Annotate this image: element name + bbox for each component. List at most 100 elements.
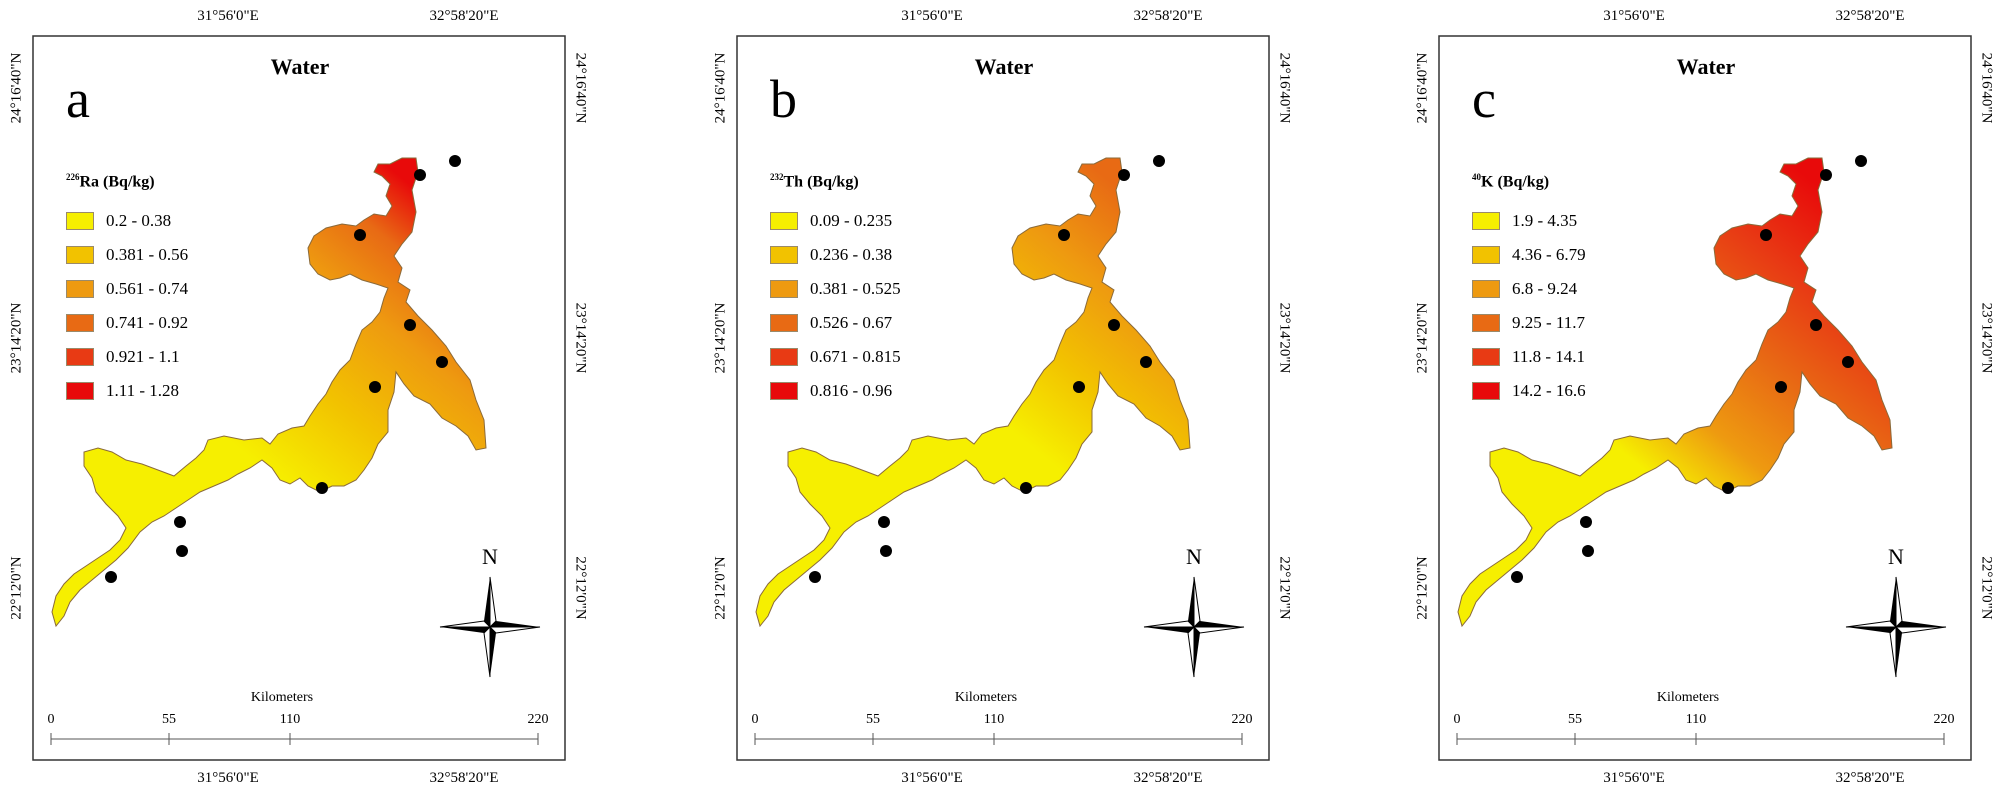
sample-points — [809, 155, 1165, 583]
legend-swatch — [1472, 246, 1500, 264]
right-coord-3: 22°12'0"N — [1276, 556, 1293, 620]
sample-point — [1820, 169, 1832, 181]
legend-label: 1.11 - 1.28 — [106, 381, 180, 400]
legend-swatch — [770, 246, 798, 264]
sample-point — [449, 155, 461, 167]
map-svg — [1438, 35, 1972, 761]
legend-swatch — [66, 280, 94, 298]
right-coord-1: 24°16'40"N — [572, 52, 589, 124]
sample-point — [878, 516, 890, 528]
legend-isotope: 40 — [1472, 172, 1481, 182]
legend-label: 9.25 - 11.7 — [1512, 313, 1586, 332]
legend-label: 0.816 - 0.96 — [810, 381, 893, 400]
left-coord-2: 23°14'20"N — [8, 302, 25, 374]
legend-swatch — [1472, 348, 1500, 366]
sample-point — [809, 571, 821, 583]
legend-label: 0.671 - 0.815 — [810, 347, 901, 366]
legend-label: 0.526 - 0.67 — [810, 313, 893, 332]
left-coord-2: 23°14'20"N — [1414, 302, 1431, 374]
sample-point — [1582, 545, 1594, 557]
scale-tick: 55 — [162, 712, 176, 727]
sample-point — [1108, 319, 1120, 331]
bottom-coord-2: 32°58'20"E — [1133, 770, 1203, 786]
legend-swatch — [66, 212, 94, 230]
sample-point — [316, 482, 328, 494]
sample-point — [354, 229, 366, 241]
scale-tick: 55 — [866, 712, 880, 727]
legend-swatch — [66, 348, 94, 366]
left-coord-3: 22°12'0"N — [712, 556, 729, 620]
scale-tick: 220 — [527, 712, 549, 727]
sample-point — [404, 319, 416, 331]
top-coord-2: 32°58'20"E — [429, 8, 499, 24]
map-frame — [736, 35, 1270, 761]
scale-bar — [50, 733, 539, 745]
right-coord-2: 23°14'20"N — [1978, 302, 1995, 374]
sample-points — [1511, 155, 1867, 583]
legend-label: 0.381 - 0.525 — [810, 279, 901, 298]
legend-title: 232Th (Bq/kg) — [770, 172, 859, 191]
top-coord-1: 31°56'0"E — [901, 8, 963, 24]
sample-point — [1118, 169, 1130, 181]
bottom-coord-1: 31°56'0"E — [901, 770, 963, 786]
top-coord-1: 31°56'0"E — [1603, 8, 1665, 24]
top-coord-2: 32°58'20"E — [1133, 8, 1203, 24]
legend-swatch — [66, 314, 94, 332]
sample-point — [1842, 356, 1854, 368]
scale-tick: 220 — [1933, 712, 1955, 727]
left-coord-3: 22°12'0"N — [8, 556, 25, 620]
sample-point — [1810, 319, 1822, 331]
legend-swatch — [770, 314, 798, 332]
sample-point — [176, 545, 188, 557]
panel-letter: a — [66, 69, 90, 129]
legend-isotope: 226 — [66, 172, 80, 182]
legend-label: 0.381 - 0.56 — [106, 245, 189, 264]
legend-label: 0.561 - 0.74 — [106, 279, 189, 298]
legend-swatch — [770, 348, 798, 366]
scale-tick: 0 — [47, 712, 55, 727]
legend-label: 14.2 - 16.6 — [1512, 381, 1586, 400]
map-panel-a: 31°56'0"E 32°58'20"E 31°56'0"E 32°58'20"… — [0, 0, 640, 796]
scale-title: Kilometers — [954, 690, 1018, 705]
sample-point — [1511, 571, 1523, 583]
scale-bar — [1456, 733, 1945, 745]
sample-point — [1760, 229, 1772, 241]
sample-point — [1020, 482, 1032, 494]
legend-swatch — [1472, 314, 1500, 332]
right-coord-2: 23°14'20"N — [1276, 302, 1293, 374]
sample-point — [414, 169, 426, 181]
scale-title: Kilometers — [250, 690, 314, 705]
sample-point — [1775, 381, 1787, 393]
right-coord-1: 24°16'40"N — [1276, 52, 1293, 124]
top-coord-1: 31°56'0"E — [197, 8, 259, 24]
right-coord-3: 22°12'0"N — [1978, 556, 1995, 620]
scale-tick: 0 — [1453, 712, 1461, 727]
compass-rose-icon — [1143, 576, 1245, 678]
map-panel-b: 31°56'0"E 32°58'20"E 31°56'0"E 32°58'20"… — [704, 0, 1344, 796]
sample-point — [105, 571, 117, 583]
compass-rose-icon — [439, 576, 541, 678]
bottom-coord-1: 31°56'0"E — [197, 770, 259, 786]
legend-label: 11.8 - 14.1 — [1512, 347, 1586, 366]
scale-tick: 110 — [1685, 712, 1707, 727]
left-coord-3: 22°12'0"N — [1414, 556, 1431, 620]
legend-label: 6.8 - 9.24 — [1512, 279, 1578, 298]
scale-tick: 0 — [751, 712, 759, 727]
legend-element: Th (Bq/kg) — [783, 173, 859, 191]
legend-label: 0.236 - 0.38 — [810, 245, 893, 264]
legend-label: 0.09 - 0.235 — [810, 211, 893, 230]
sample-point — [174, 516, 186, 528]
panel-letter: c — [1472, 69, 1496, 129]
sample-point — [369, 381, 381, 393]
legend-swatch — [770, 280, 798, 298]
map-svg — [736, 35, 1270, 761]
scale-tick: 110 — [279, 712, 301, 727]
legend-swatch — [770, 212, 798, 230]
legend-swatch — [1472, 212, 1500, 230]
sample-point — [880, 545, 892, 557]
legend-label: 0.921 - 1.1 — [106, 347, 180, 366]
legend-swatch — [66, 246, 94, 264]
legend-label: 0.2 - 0.38 — [106, 211, 172, 230]
sample-point — [1140, 356, 1152, 368]
right-coord-3: 22°12'0"N — [572, 556, 589, 620]
